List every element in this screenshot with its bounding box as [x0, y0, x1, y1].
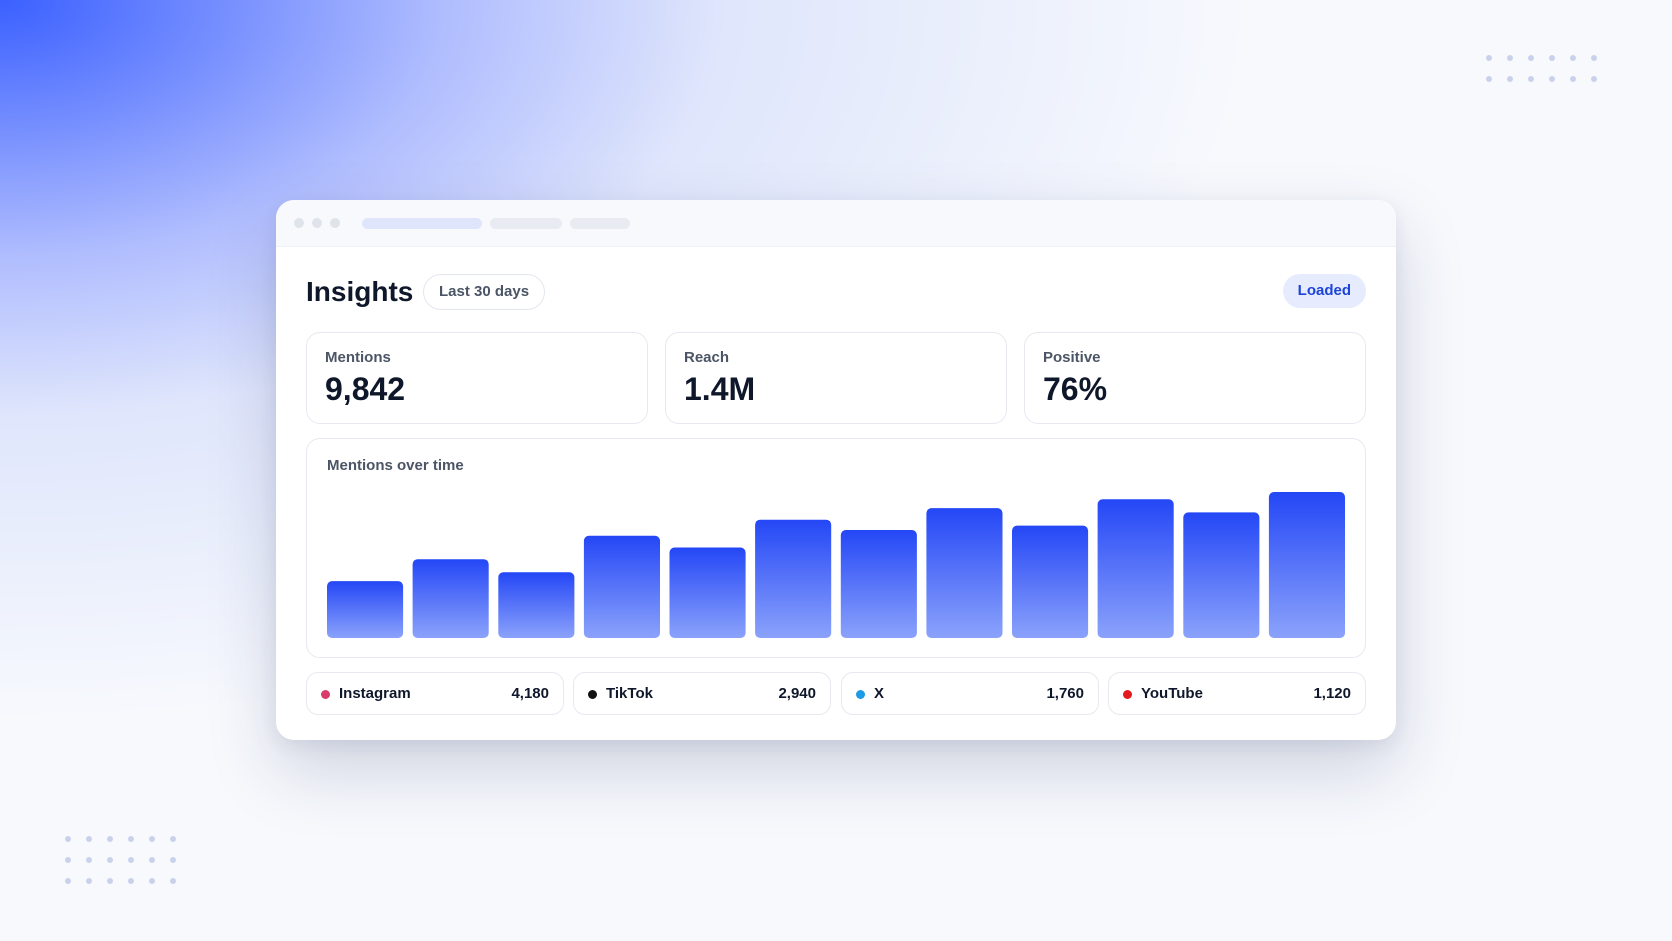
chart-bar[interactable] [926, 508, 1003, 638]
window-control-dot[interactable] [330, 218, 340, 228]
chart-bar[interactable] [1268, 492, 1345, 638]
tab-placeholder[interactable] [570, 218, 630, 229]
mentions-chart-card: Mentions over time [306, 438, 1366, 658]
decorative-dots-top [1486, 55, 1597, 82]
tab-placeholder-active[interactable] [362, 218, 482, 229]
chart-bar[interactable] [327, 581, 404, 638]
chart-bar[interactable] [1012, 525, 1089, 638]
chart-bar[interactable] [498, 572, 575, 638]
kpi-label: Positive [1043, 349, 1101, 366]
platform-count: 1,120 [1313, 685, 1351, 702]
platform-breakdown: Instagram 4,180 TikTok 2,940 X 1,760 You… [306, 672, 1366, 715]
platform-item-x[interactable]: X 1,760 [841, 672, 1099, 715]
window-titlebar [276, 200, 1396, 247]
platform-name: TikTok [606, 685, 653, 702]
kpi-card-reach: Reach 1.4M [665, 332, 1007, 424]
page-title: Insights [306, 276, 414, 307]
chart-bar[interactable] [583, 535, 660, 638]
mentions-bar-chart [327, 492, 1345, 639]
window-control-dot[interactable] [312, 218, 322, 228]
platform-item-tiktok[interactable]: TikTok 2,940 [573, 672, 831, 715]
platform-name: X [874, 685, 885, 702]
chart-bar[interactable] [1097, 499, 1174, 638]
platform-name: YouTube [1141, 685, 1203, 702]
platform-name: Instagram [339, 685, 411, 702]
kpi-label: Mentions [325, 349, 391, 366]
chart-title: Mentions over time [327, 457, 464, 474]
kpi-value: 76% [1043, 371, 1108, 407]
platform-item-instagram[interactable]: Instagram 4,180 [306, 672, 564, 715]
tab-placeholder[interactable] [490, 218, 562, 229]
kpi-value: 9,842 [325, 371, 406, 407]
instagram-dot-icon [321, 690, 330, 699]
platform-count: 2,940 [778, 685, 816, 702]
date-range-button[interactable]: Last 30 days [423, 274, 546, 310]
x-dot-icon [856, 690, 865, 699]
status-badge: Loaded [1282, 274, 1366, 308]
kpi-label: Reach [684, 349, 730, 366]
app-window: Insights Last 30 days Loaded Mentions 9,… [276, 200, 1396, 740]
platform-count: 1,760 [1046, 685, 1084, 702]
decorative-dots-bottom [65, 836, 176, 884]
window-control-dot[interactable] [294, 218, 304, 228]
tiktok-dot-icon [588, 690, 597, 699]
chart-bar[interactable] [412, 559, 489, 638]
chart-bar[interactable] [1183, 512, 1260, 638]
kpi-row: Mentions 9,842 Reach 1.4M Positive 76% [306, 332, 1366, 424]
chart-bar[interactable] [669, 547, 746, 639]
kpi-card-mentions: Mentions 9,842 [306, 332, 648, 424]
kpi-value: 1.4M [684, 371, 756, 407]
chart-bar[interactable] [840, 530, 917, 638]
platform-count: 4,180 [511, 685, 549, 702]
page-header: Insights Last 30 days Loaded [306, 274, 1366, 312]
platform-item-youtube[interactable]: YouTube 1,120 [1108, 672, 1366, 715]
chart-bar[interactable] [755, 519, 832, 638]
youtube-dot-icon [1123, 690, 1132, 699]
kpi-card-positive: Positive 76% [1024, 332, 1366, 424]
